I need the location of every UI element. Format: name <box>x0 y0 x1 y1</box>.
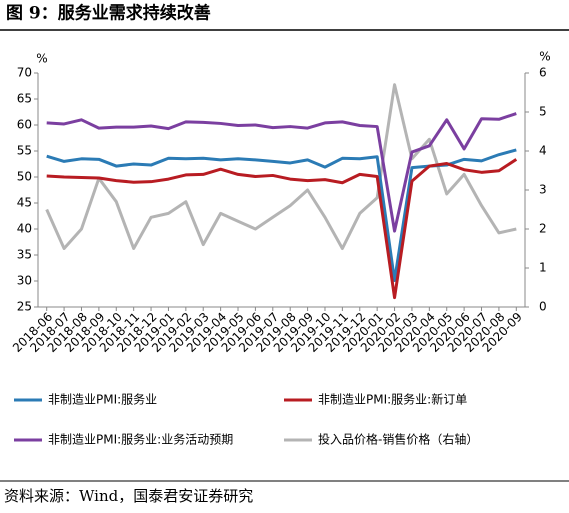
legend-label: 投入品价格-销售价格（右轴） <box>318 432 478 447</box>
chart-title: 图 9：服务业需求持续改善 <box>6 3 211 24</box>
y2-unit: % <box>539 50 550 64</box>
y2-tick-label: 3 <box>539 183 547 197</box>
y-tick-label: 70 <box>17 66 32 80</box>
series-line <box>46 158 518 300</box>
y-tick-label: 60 <box>17 118 32 132</box>
series-line <box>46 148 517 282</box>
y-unit: % <box>36 52 47 66</box>
legend-label: 非制造业PMI:服务业:业务活动预期 <box>48 432 233 447</box>
y-tick-label: 45 <box>17 196 32 210</box>
y-tick-label: 50 <box>17 170 32 184</box>
y-tick-label: 55 <box>17 144 32 158</box>
y2-tick-label: 6 <box>539 66 547 80</box>
legend-label: 非制造业PMI:服务业:新订单 <box>318 392 467 407</box>
y2-tick-label: 4 <box>539 144 547 158</box>
source: 资料来源：Wind，国泰君安证券研究 <box>4 487 253 505</box>
y-tick-label: 40 <box>17 222 32 236</box>
y2-tick-label: 5 <box>539 105 547 119</box>
series-line <box>46 112 517 233</box>
y2-tick-label: 2 <box>539 222 547 236</box>
y2-tick-label: 0 <box>539 300 547 314</box>
legend-label: 非制造业PMI:服务业 <box>48 392 157 407</box>
y-tick-label: 25 <box>17 300 32 314</box>
y-tick-label: 30 <box>17 274 32 288</box>
y-tick-label: 35 <box>17 248 32 262</box>
y-tick-label: 65 <box>17 92 32 106</box>
y2-tick-label: 1 <box>539 261 547 275</box>
